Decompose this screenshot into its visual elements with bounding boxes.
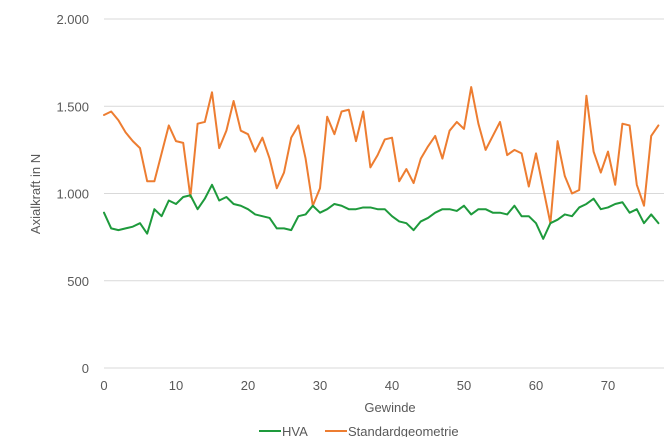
x-tick-label: 50 xyxy=(457,378,471,393)
x-tick-label: 20 xyxy=(241,378,255,393)
series-line-standardgeometrie xyxy=(103,86,660,225)
x-tick-label: 30 xyxy=(313,378,327,393)
x-tick-label: 40 xyxy=(385,378,399,393)
legend: HVA Standardgeometrie xyxy=(259,424,459,437)
legend-item: Standardgeometrie xyxy=(325,424,459,437)
y-tick-label: 500 xyxy=(67,274,89,289)
y-tick-label: 1.500 xyxy=(56,99,89,114)
x-axis-ticks: 0 10 20 30 40 50 60 70 xyxy=(100,378,615,393)
legend-label: HVA xyxy=(282,424,308,437)
series-line-hva xyxy=(103,183,660,240)
y-tick-label: 0 xyxy=(82,361,89,376)
x-axis-title: Gewinde xyxy=(364,400,415,415)
x-tick-label: 70 xyxy=(601,378,615,393)
x-tick-label: 10 xyxy=(169,378,183,393)
y-tick-label: 1.000 xyxy=(56,187,89,202)
y-axis-ticks: 0 500 1.000 1.500 2.000 xyxy=(56,12,89,376)
legend-label: Standardgeometrie xyxy=(348,424,459,437)
x-tick-label: 60 xyxy=(529,378,543,393)
y-tick-label: 2.000 xyxy=(56,12,89,27)
legend-item: HVA xyxy=(259,424,308,437)
x-tick-label: 0 xyxy=(100,378,107,393)
y-axis-title: Axialkraft in N xyxy=(28,154,43,234)
gridlines xyxy=(104,18,664,369)
series-lines xyxy=(103,86,660,240)
